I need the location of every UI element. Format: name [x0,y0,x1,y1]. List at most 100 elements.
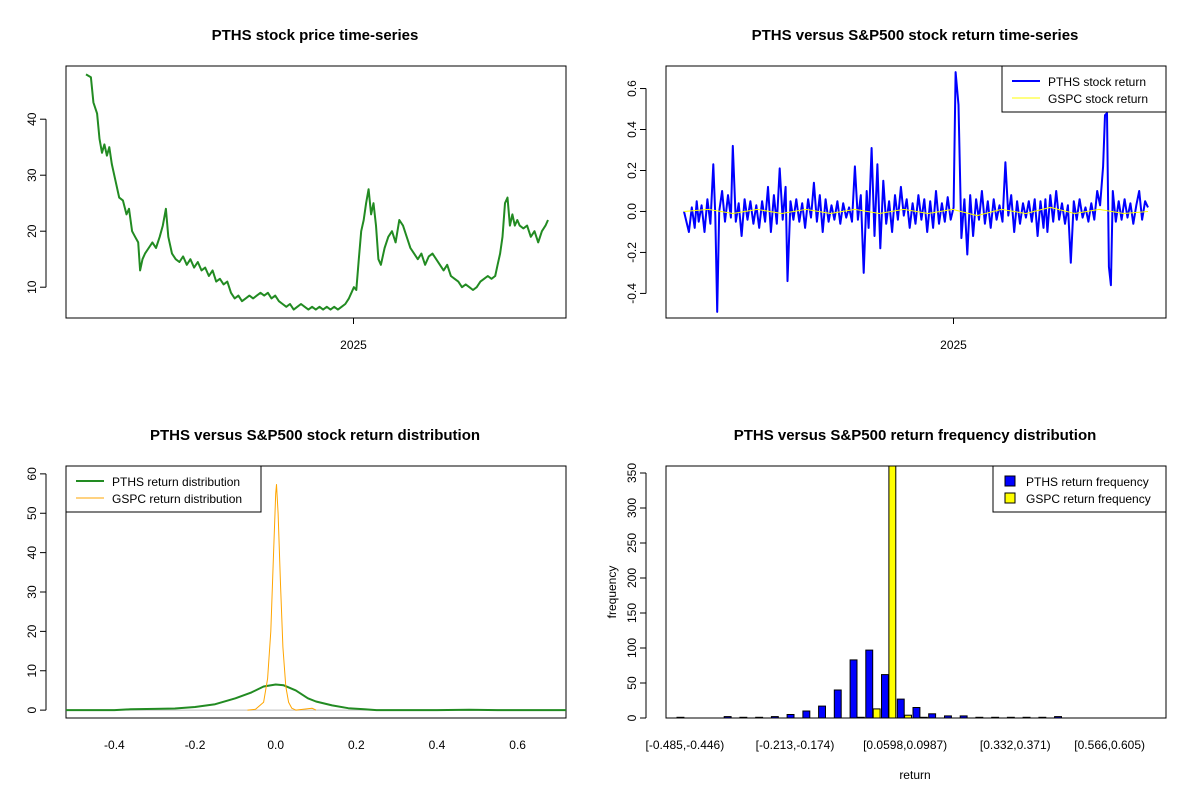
price-y-tick-label: 10 [25,280,39,294]
density-chart-title: PTHS versus S&P500 stock return distribu… [150,427,480,444]
density-x-tick-label: -0.4 [104,738,125,752]
price-y-tick-label: 30 [25,168,39,182]
pths-frequency-bar [1022,716,1031,719]
frequency-legend-pths-swatch [1004,475,1016,487]
frequency-legend-gspc-swatch [1004,492,1016,504]
pths-frequency-bar [770,716,779,719]
density-y-tick-label: 60 [25,467,39,481]
price-chart-panel: PTHS stock price time-series 2025 10 20 30… [25,27,567,352]
returns-legend: PTHS stock return GSPC stock return [1001,65,1167,113]
pths-frequency-bar [676,716,685,719]
gspc-frequency-bar [856,716,865,719]
frequency-chart-panel: PTHS versus S&P500 return frequency dist… [605,427,1167,782]
returns-y-tick-label: 0.6 [625,80,639,97]
density-x-tick-label: 0.0 [267,738,284,752]
pths-frequency-bar [1038,716,1047,719]
pths-frequency-bar [928,713,937,719]
pths-frequency-bar [912,707,921,719]
density-x-tick-label: 0.6 [509,738,526,752]
returns-y-tick-label: -0.4 [625,283,639,304]
density-legend-box [65,465,262,513]
returns-legend-pths-label: PTHS stock return [1048,75,1146,89]
returns-series-group [683,71,1149,313]
returns-x-tick-label: 2025 [940,338,967,352]
returns-pths-line [683,71,1149,313]
pths-frequency-bar [723,716,732,719]
freq-y-tick-label: 150 [625,603,639,623]
frequency-legend-pths-label: PTHS return frequency [1026,475,1149,489]
freq-y-tick-label: 200 [625,568,639,588]
density-series-group [66,484,566,712]
gspc-frequency-bar [919,716,928,719]
price-x-tick-label: 2025 [340,338,367,352]
frequency-x-tick-label: [0.566,0.605) [1074,738,1145,752]
density-chart-panel: PTHS versus S&P500 stock return distribu… [25,427,567,752]
pths-frequency-bar [1054,716,1062,719]
price-x-axis: 2025 [340,318,367,352]
frequency-legend-gspc-label: GSPC return frequency [1026,492,1151,506]
density-y-tick-label: 0 [25,706,39,713]
gspc-frequency-bar [888,465,897,719]
frequency-chart-title: PTHS versus S&P500 return frequency dist… [734,427,1097,444]
freq-y-tick-label: 100 [625,638,639,658]
freq-y-tick-label: 50 [625,676,639,690]
returns-y-tick-label: 0.2 [625,162,639,179]
pths-frequency-bar [833,689,842,719]
returns-y-tick-label: -0.2 [625,242,639,263]
price-series-line [85,73,549,311]
returns-y-tick-label: 0.0 [625,203,639,220]
returns-chart-panel: PTHS versus S&P500 stock return time-ser… [625,27,1167,352]
density-legend-pths-label: PTHS return distribution [112,475,240,489]
density-x-tick-label: 0.2 [348,738,365,752]
density-gspc-curve [247,484,317,711]
density-x-axis: -0.4 -0.2 0.0 0.2 0.4 0.6 [104,738,526,752]
price-series-group [85,73,549,311]
density-pths-curve [66,683,566,712]
pths-frequency-bar [849,659,858,719]
pths-frequency-bar [818,705,826,719]
density-y-tick-label: 30 [25,585,39,599]
density-y-tick-label: 40 [25,546,39,560]
pths-frequency-bar [944,715,952,719]
density-y-tick-label: 50 [25,506,39,520]
returns-chart-title: PTHS versus S&P500 stock return time-ser… [752,27,1079,44]
pths-frequency-bar [802,710,811,719]
returns-gspc-line [683,206,1149,217]
pths-frequency-bar [896,698,905,719]
frequency-x-tick-label: [-0.485,-0.446) [646,738,725,752]
pths-frequency-bar [881,674,889,719]
returns-plot-frame [665,65,1167,319]
pths-frequency-bar [755,716,764,719]
returns-legend-gspc-label: GSPC stock return [1048,92,1148,106]
frequency-x-tick-label: [0.0598,0.0987) [863,738,947,752]
price-y-tick-label: 40 [25,112,39,126]
frequency-legend-box [992,465,1167,513]
returns-x-axis: 2025 [940,318,967,352]
pths-frequency-bar [786,714,795,719]
frequency-y-axis: 0 50 100 150 200 250 300 350 [625,463,647,721]
gspc-frequency-bar [904,714,912,719]
frequency-y-axis-label: frequency [605,566,619,619]
pths-frequency-bar [991,716,1000,719]
density-plot-frame [65,465,567,719]
freq-y-tick-label: 0 [625,714,639,721]
returns-y-axis: -0.4 -0.2 0.0 0.2 0.4 0.6 [625,80,647,304]
frequency-legend: PTHS return frequency GSPC return freque… [992,465,1167,513]
price-chart-title: PTHS stock price time-series [212,27,419,44]
density-y-tick-label: 10 [25,664,39,678]
frequency-bars-group [676,465,1062,719]
density-legend-gspc-label: GSPC return distribution [112,492,242,506]
frequency-x-axis: [-0.485,-0.446) [-0.213,-0.174) [0.0598,0.… [646,738,1146,752]
density-y-tick-label: 20 [25,624,39,638]
pths-frequency-bar [959,715,968,719]
gspc-frequency-bar [872,708,881,719]
pths-frequency-bar [865,649,874,719]
frequency-x-tick-label: [-0.213,-0.174) [756,738,835,752]
frequency-x-tick-label: [0.332,0.371) [980,738,1051,752]
density-y-axis: 0 10 20 30 40 50 60 [25,467,47,713]
density-x-tick-label: -0.2 [185,738,206,752]
returns-legend-box [1001,65,1167,113]
freq-y-tick-label: 250 [625,533,639,553]
density-legend: PTHS return distribution GSPC return dis… [65,465,262,513]
